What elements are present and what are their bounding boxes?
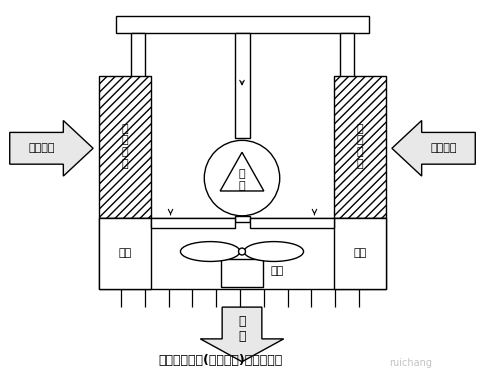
Text: 外界空气: 外界空气 xyxy=(429,143,456,153)
Text: 风机: 风机 xyxy=(270,266,283,276)
Text: 蒸
发
湿
帘: 蒸 发 湿 帘 xyxy=(356,124,363,169)
Text: 蒸
发
湿
帘: 蒸 发 湿 帘 xyxy=(121,124,128,169)
Circle shape xyxy=(238,248,245,255)
Polygon shape xyxy=(10,120,93,176)
Bar xyxy=(333,218,385,289)
Text: ruichang: ruichang xyxy=(388,358,431,368)
Text: 蒸发式冷气机(外界空调)降温原理图: 蒸发式冷气机(外界空调)降温原理图 xyxy=(158,354,282,367)
Bar xyxy=(151,218,235,228)
Bar xyxy=(116,16,368,33)
Bar xyxy=(99,76,151,218)
Bar xyxy=(99,218,385,289)
Text: 外界空气: 外界空气 xyxy=(28,143,55,153)
Bar xyxy=(221,259,262,287)
Bar xyxy=(235,33,249,138)
Bar xyxy=(333,76,385,218)
Bar xyxy=(249,218,333,228)
Polygon shape xyxy=(391,120,474,176)
Text: 二槽: 二槽 xyxy=(353,249,366,259)
Text: 水
泵: 水 泵 xyxy=(238,169,245,191)
Polygon shape xyxy=(200,307,283,362)
Ellipse shape xyxy=(243,242,303,261)
Circle shape xyxy=(204,140,279,216)
Bar xyxy=(131,33,144,79)
Bar xyxy=(340,33,353,79)
Bar xyxy=(235,216,249,222)
Text: 水二: 水二 xyxy=(118,249,131,259)
Text: 冷
气: 冷 气 xyxy=(238,315,245,343)
Bar xyxy=(99,218,151,289)
Polygon shape xyxy=(220,152,263,191)
Ellipse shape xyxy=(180,242,240,261)
